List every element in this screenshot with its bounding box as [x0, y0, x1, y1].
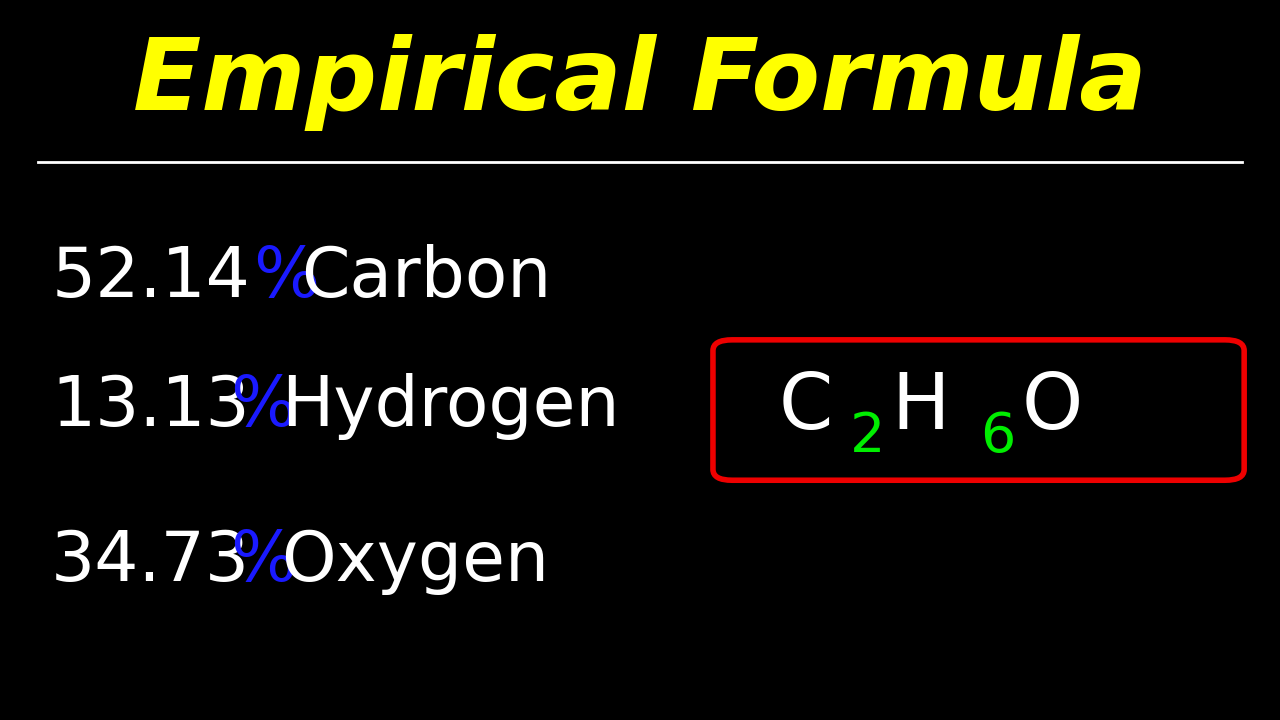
Text: H: H — [891, 369, 950, 445]
Text: 34.73: 34.73 — [51, 528, 251, 595]
Text: 52.14: 52.14 — [51, 243, 250, 311]
Text: →: → — [719, 373, 778, 441]
Text: %: % — [230, 373, 297, 441]
Text: %: % — [253, 243, 320, 311]
Text: Oxygen: Oxygen — [282, 528, 549, 595]
Text: O: O — [1021, 369, 1083, 445]
Text: 2: 2 — [850, 410, 886, 464]
Text: Hydrogen: Hydrogen — [282, 373, 620, 441]
Text: C: C — [778, 369, 832, 445]
FancyBboxPatch shape — [713, 340, 1244, 480]
Text: 13.13: 13.13 — [51, 373, 250, 441]
Text: Empirical Formula: Empirical Formula — [133, 35, 1147, 131]
Text: 6: 6 — [980, 410, 1016, 464]
Text: %: % — [230, 528, 297, 595]
Text: Carbon: Carbon — [301, 243, 552, 311]
